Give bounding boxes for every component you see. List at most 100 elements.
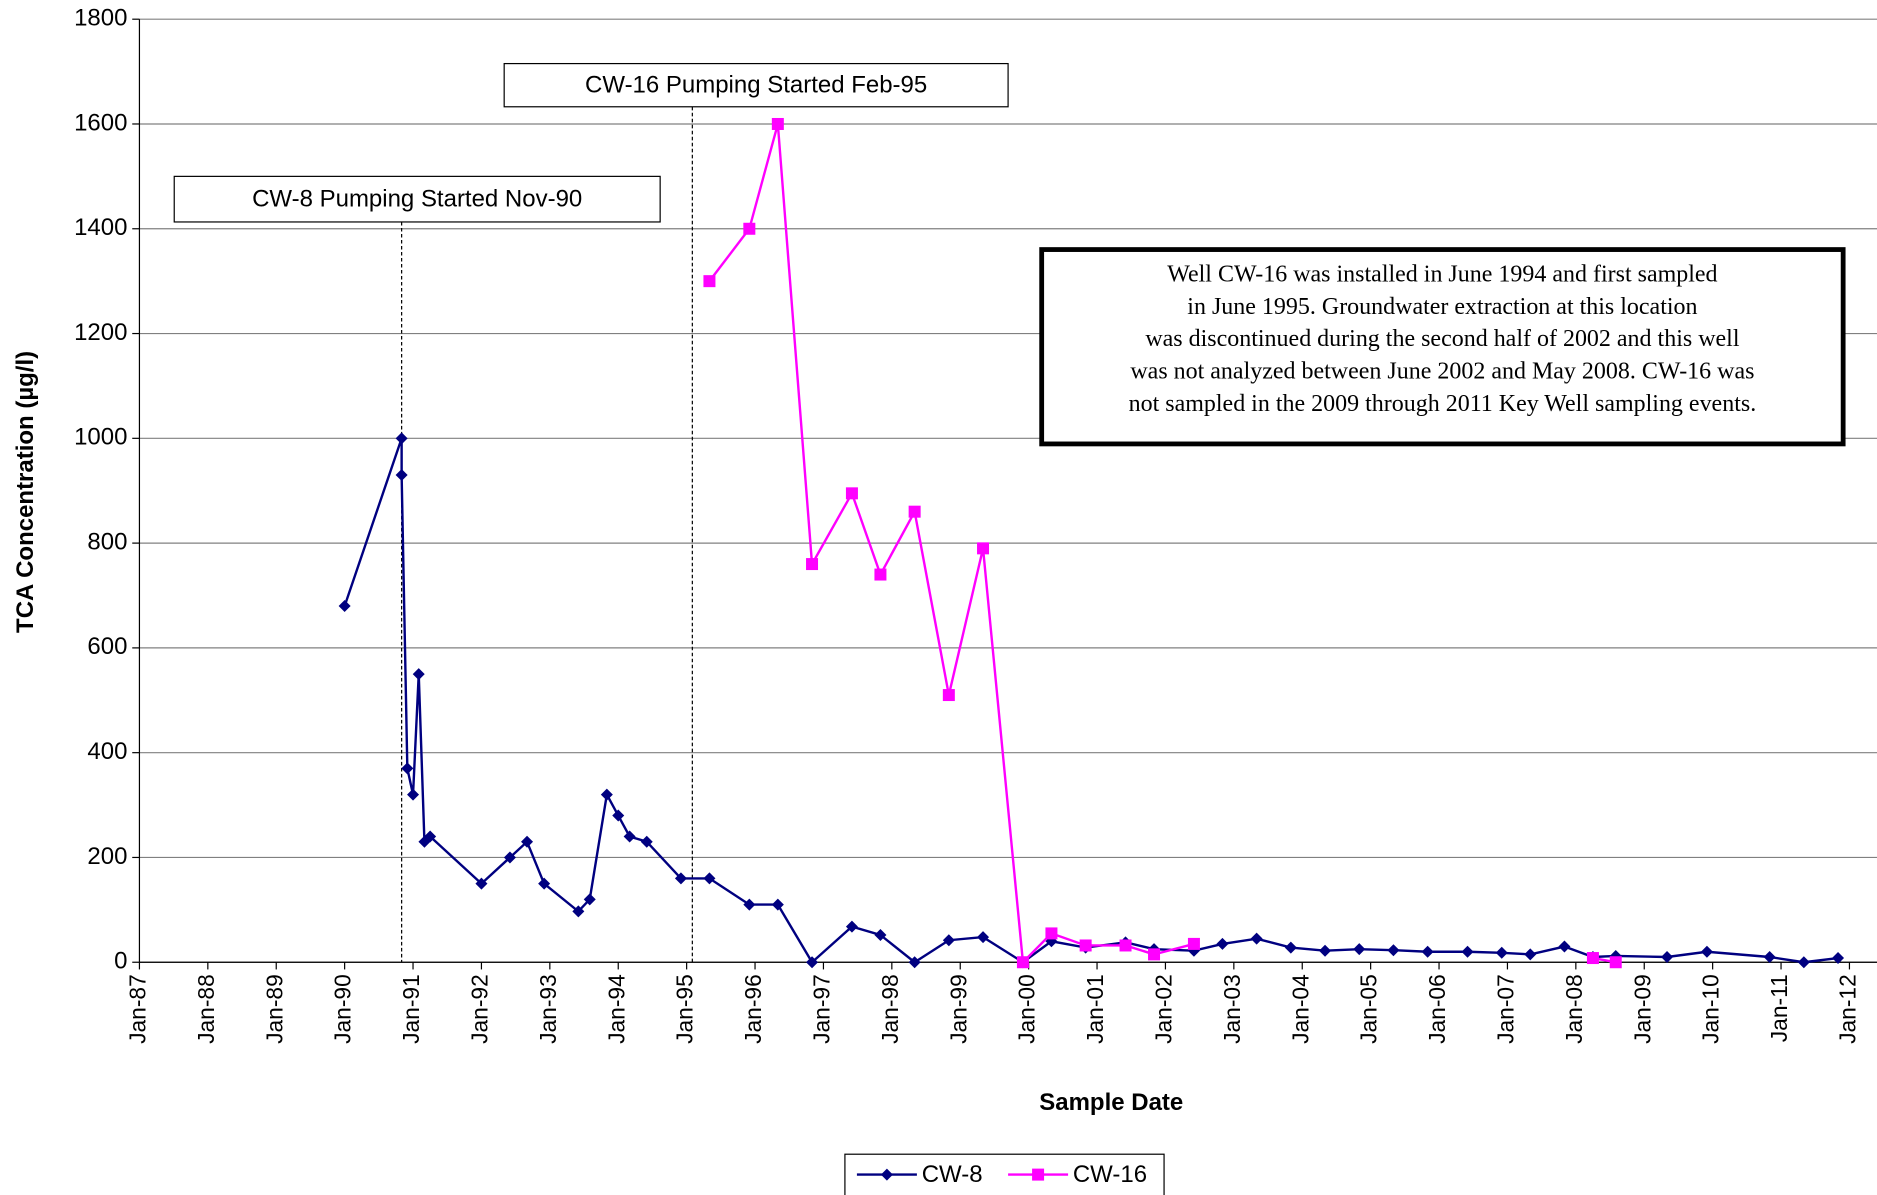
series-line bbox=[343, 437, 1839, 965]
x-tick-label: Jan-99 bbox=[945, 974, 971, 1044]
annotation-box bbox=[173, 175, 661, 223]
marker bbox=[977, 931, 990, 944]
marker bbox=[1763, 951, 1776, 963]
marker bbox=[874, 928, 887, 941]
marker bbox=[908, 956, 921, 969]
x-tick-label: Jan-96 bbox=[740, 974, 766, 1044]
annotation-text: CW-16 Pumping Started Feb-95 bbox=[585, 72, 927, 99]
marker bbox=[1797, 956, 1810, 969]
x-tick-label: Jan-00 bbox=[1014, 974, 1040, 1044]
x-tick-label: Jan-94 bbox=[603, 974, 629, 1044]
marker bbox=[806, 956, 819, 969]
y-tick-label: 400 bbox=[87, 738, 127, 765]
marker bbox=[674, 872, 687, 885]
x-tick-label: Jan-06 bbox=[1424, 974, 1450, 1044]
x-tick-label: Jan-91 bbox=[398, 974, 424, 1044]
marker bbox=[640, 835, 653, 848]
legend-label: CW-16 bbox=[1073, 1161, 1147, 1188]
y-tick-label: 1200 bbox=[74, 319, 127, 346]
marker bbox=[600, 788, 613, 801]
x-tick-label: Jan-01 bbox=[1082, 974, 1108, 1044]
marker bbox=[1524, 948, 1537, 961]
marker bbox=[1250, 932, 1263, 945]
y-tick-label: 1800 bbox=[74, 5, 127, 32]
x-tick-label: Jan-09 bbox=[1629, 974, 1655, 1044]
marker bbox=[703, 872, 716, 885]
note-line: was not analyzed between June 2002 and M… bbox=[1130, 359, 1754, 385]
y-tick-label: 1400 bbox=[74, 214, 127, 241]
x-tick-label: Jan-07 bbox=[1492, 974, 1518, 1044]
x-tick-label: Jan-93 bbox=[535, 974, 561, 1044]
marker bbox=[395, 432, 408, 445]
marker bbox=[977, 542, 990, 555]
marker bbox=[1387, 944, 1400, 957]
marker bbox=[623, 830, 636, 843]
x-tick-label: Jan-12 bbox=[1834, 974, 1860, 1044]
x-tick-label: Jan-02 bbox=[1150, 974, 1176, 1044]
marker bbox=[424, 830, 437, 843]
marker bbox=[874, 568, 887, 581]
marker bbox=[1421, 945, 1434, 958]
note-line: Well CW-16 was installed in June 1994 an… bbox=[1167, 261, 1717, 287]
x-tick-label: Jan-10 bbox=[1698, 974, 1724, 1044]
marker bbox=[1284, 941, 1297, 954]
marker bbox=[880, 1168, 893, 1181]
note-line: not sampled in the 2009 through 2011 Key… bbox=[1129, 391, 1757, 417]
marker bbox=[1586, 952, 1599, 965]
x-tick-label: Jan-97 bbox=[808, 974, 834, 1044]
marker bbox=[1832, 952, 1845, 965]
marker bbox=[743, 898, 756, 911]
marker bbox=[395, 469, 408, 481]
marker bbox=[942, 934, 955, 947]
y-tick-label: 1000 bbox=[74, 424, 127, 451]
marker bbox=[475, 877, 488, 890]
marker bbox=[1661, 951, 1674, 963]
x-tick-label: Jan-05 bbox=[1356, 974, 1382, 1044]
marker bbox=[1353, 943, 1366, 956]
x-tick-label: Jan-04 bbox=[1287, 974, 1313, 1044]
marker bbox=[612, 809, 625, 822]
legend-label: CW-8 bbox=[922, 1161, 983, 1188]
marker bbox=[338, 599, 351, 612]
marker bbox=[1079, 939, 1092, 952]
marker bbox=[1187, 937, 1200, 950]
marker bbox=[1558, 940, 1571, 953]
marker bbox=[407, 788, 420, 801]
marker bbox=[771, 117, 784, 130]
marker bbox=[1119, 939, 1132, 952]
marker bbox=[806, 558, 819, 571]
marker bbox=[538, 877, 551, 890]
marker bbox=[1700, 945, 1713, 958]
marker bbox=[942, 689, 955, 702]
x-tick-label: Jan-03 bbox=[1219, 974, 1245, 1044]
x-tick-label: Jan-89 bbox=[261, 974, 287, 1044]
x-tick-label: Jan-11 bbox=[1766, 974, 1792, 1042]
marker bbox=[703, 275, 716, 288]
y-tick-label: 600 bbox=[87, 633, 127, 660]
marker bbox=[908, 505, 921, 518]
marker bbox=[1461, 945, 1474, 958]
marker bbox=[743, 222, 756, 235]
y-tick-label: 1600 bbox=[74, 109, 127, 136]
marker bbox=[1032, 1168, 1045, 1181]
x-tick-label: Jan-98 bbox=[877, 974, 903, 1044]
marker bbox=[412, 668, 425, 681]
y-tick-label: 800 bbox=[87, 528, 127, 555]
y-tick-label: 0 bbox=[114, 948, 127, 975]
marker bbox=[583, 893, 596, 906]
annotation-box bbox=[503, 62, 1009, 108]
marker bbox=[1609, 956, 1622, 969]
x-tick-label: Jan-95 bbox=[672, 974, 698, 1044]
note-box bbox=[1039, 247, 1846, 447]
y-axis-title: TCA Concentration (µg/l) bbox=[12, 351, 39, 633]
marker bbox=[1016, 956, 1029, 969]
annotation-text: CW-8 Pumping Started Nov-90 bbox=[252, 186, 582, 213]
marker bbox=[845, 920, 858, 933]
x-tick-label: Jan-92 bbox=[466, 974, 492, 1044]
marker bbox=[521, 835, 534, 848]
marker bbox=[1045, 927, 1058, 940]
marker bbox=[572, 905, 585, 918]
marker bbox=[1495, 946, 1508, 959]
